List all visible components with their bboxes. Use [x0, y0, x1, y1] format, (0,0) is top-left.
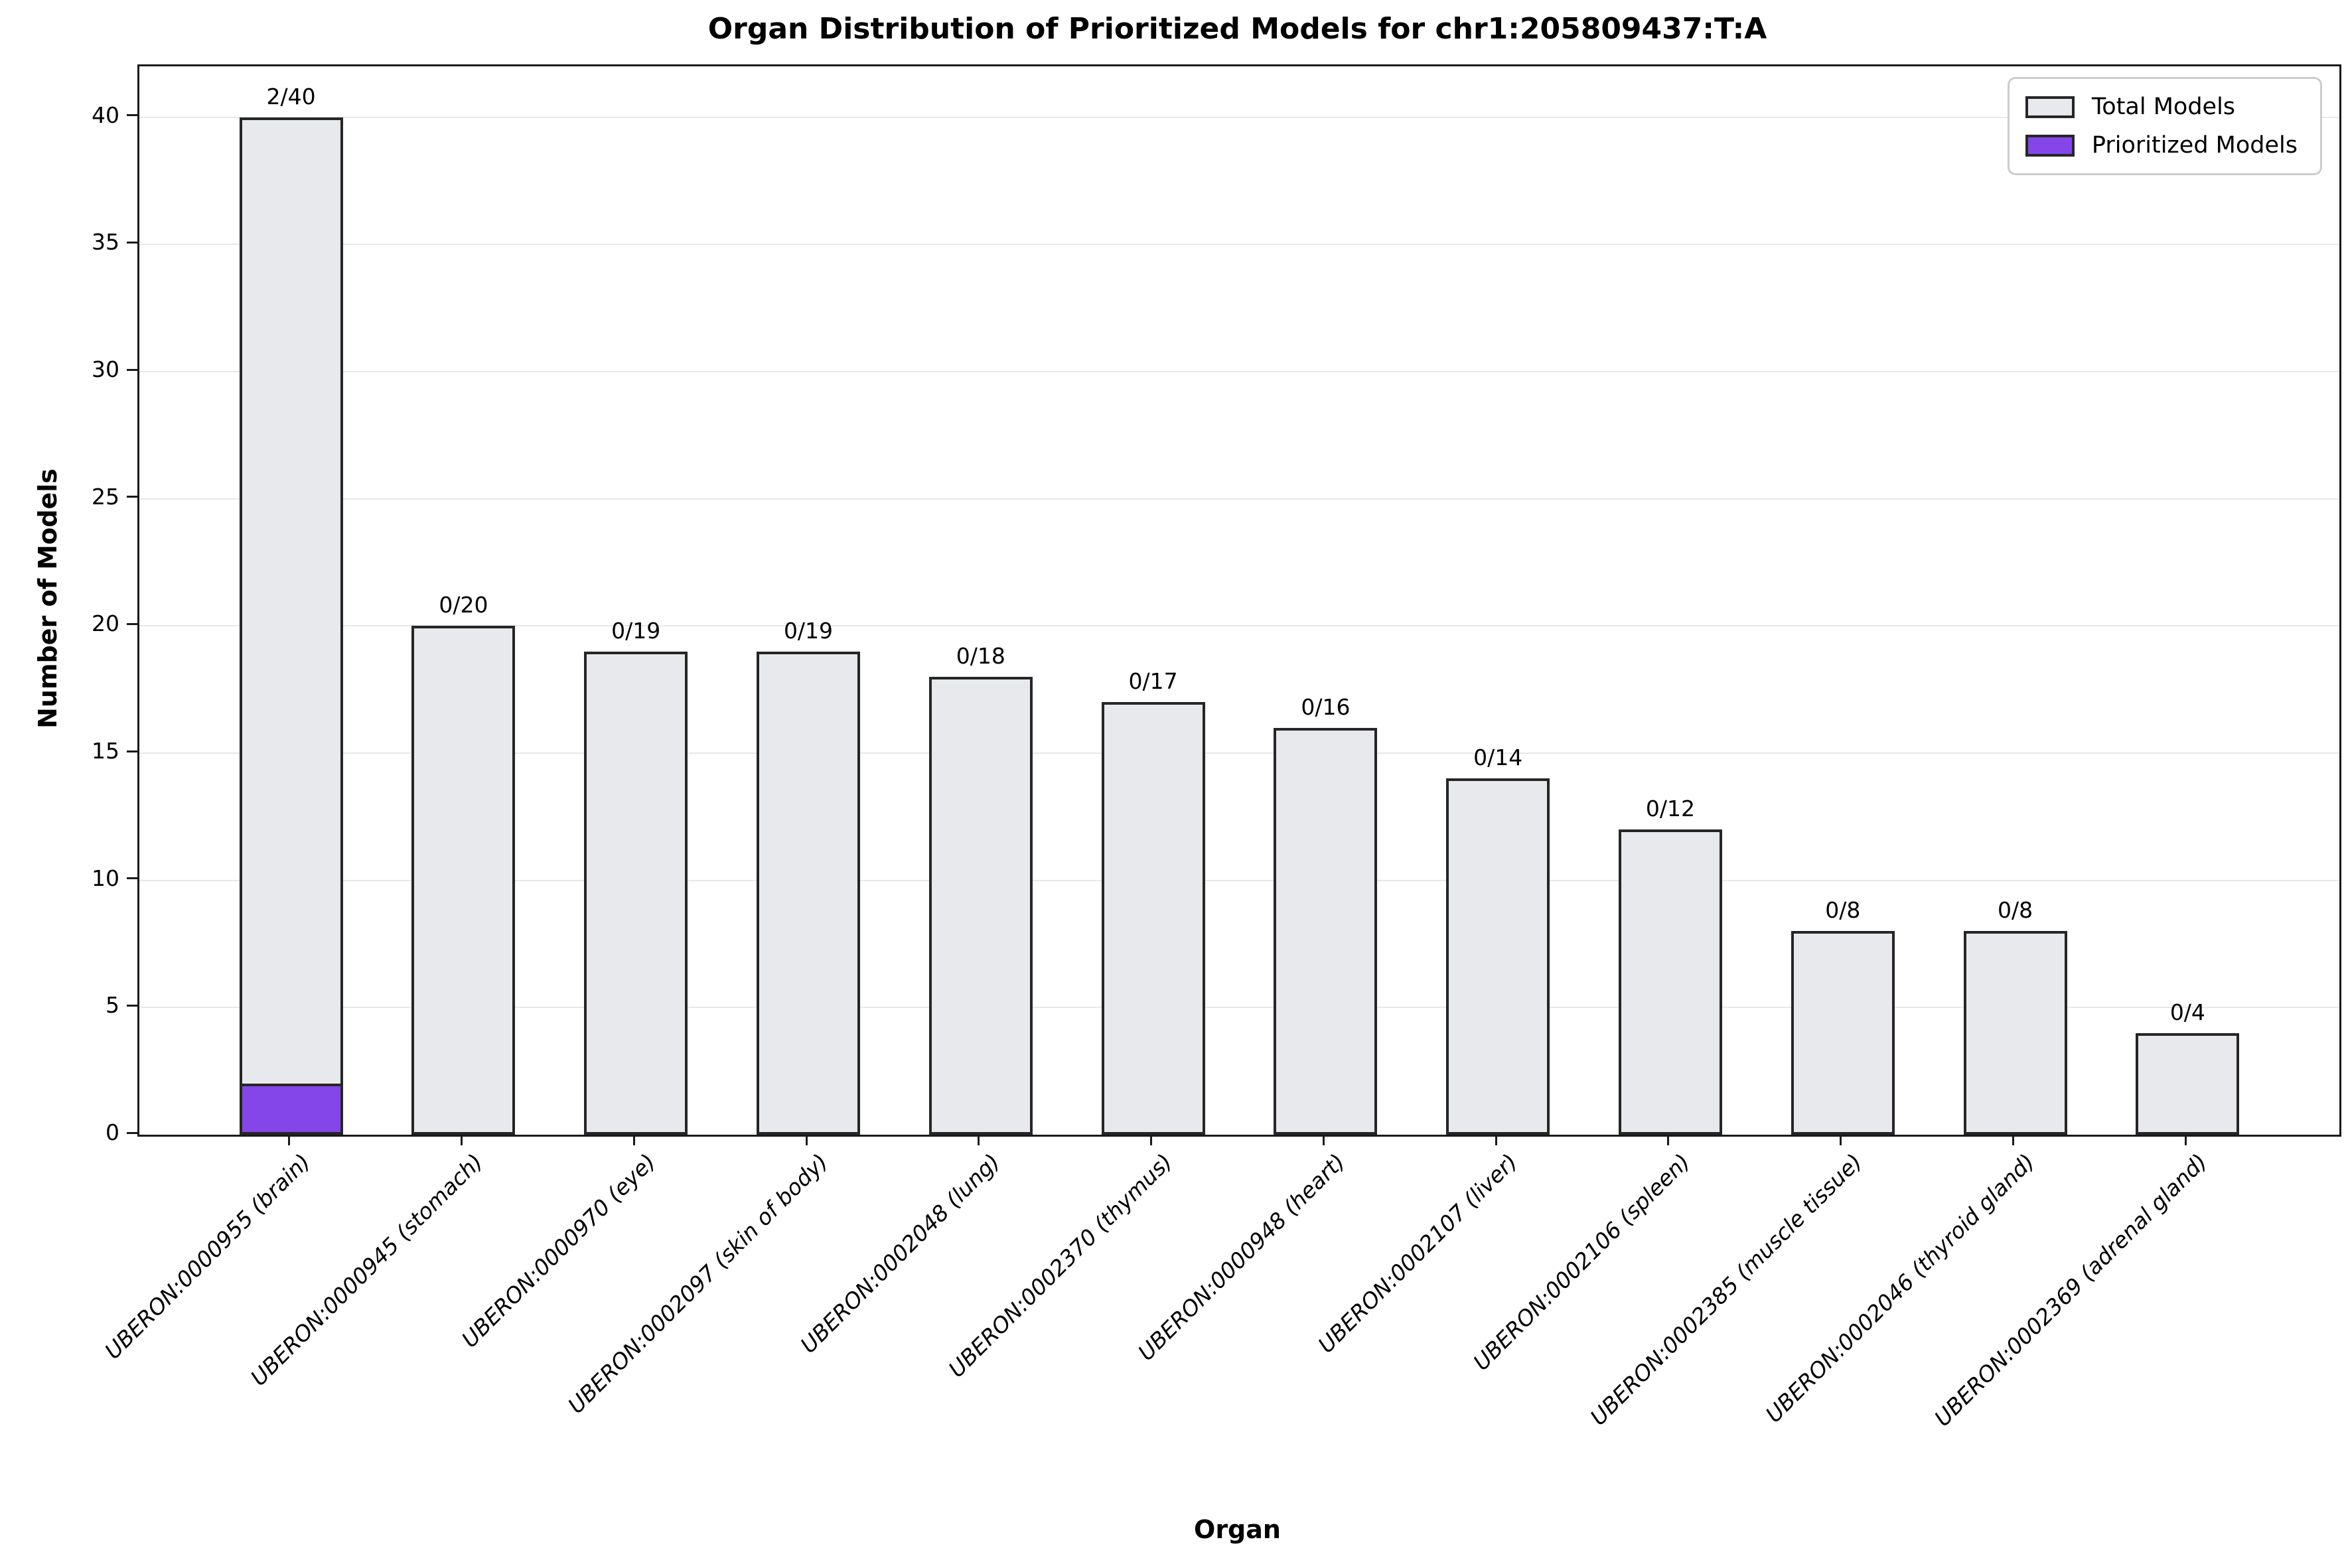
prioritized-models-swatch-icon	[2025, 134, 2075, 157]
x-tick-label: UBERON:0000970 (eye)	[456, 1149, 660, 1353]
y-tick-label: 40	[92, 102, 119, 128]
x-tick	[978, 1135, 980, 1145]
bar-value-label: 0/16	[1301, 693, 1351, 720]
x-tick-label: UBERON:0002048 (lung)	[795, 1149, 1005, 1358]
legend-item-total-models: Total Models	[2025, 94, 2298, 120]
legend-label-prioritized-models: Prioritized Models	[2091, 132, 2298, 159]
x-tick	[1840, 1135, 1842, 1145]
x-tick-label: UBERON:0002107 (liver)	[1313, 1149, 1522, 1358]
bar-value-label: 0/12	[1645, 796, 1696, 821]
x-tick-label: UBERON:0002369 (adrenal gland)	[1929, 1149, 2212, 1432]
gridline-y-25	[139, 498, 2339, 500]
y-tick	[127, 877, 137, 880]
gridline-y-35	[139, 244, 2339, 246]
bar-value-label: 0/19	[783, 617, 834, 644]
legend-item-prioritized-models: Prioritized Models	[2025, 132, 2298, 159]
bar-value-label: 0/20	[439, 592, 488, 618]
x-tick	[805, 1135, 808, 1145]
gridline-y-15	[139, 752, 2339, 754]
bar-total	[1274, 727, 1378, 1135]
x-tick	[632, 1135, 635, 1145]
x-tick-label: UBERON:0002385 (muscle tissue)	[1585, 1149, 1868, 1431]
legend-label-total-models: Total Models	[2091, 94, 2236, 120]
x-tick	[1667, 1135, 1670, 1145]
bar-total	[757, 651, 860, 1135]
bar-value-label: 0/8	[1998, 897, 2033, 924]
y-tick	[127, 1004, 137, 1007]
plot-area: 2/40 0/20 0/19 0/19 0/18 0/17 0/16 0/14 0/12 0/8 0…	[137, 64, 2341, 1137]
x-tick	[1495, 1135, 1497, 1145]
x-tick	[1322, 1135, 1325, 1145]
bar-total	[239, 117, 343, 1135]
bar-value-label: 0/8	[1825, 897, 1861, 924]
y-tick-label: 10	[92, 865, 119, 891]
y-tick-label: 25	[92, 483, 119, 510]
y-tick-label: 0	[106, 1119, 119, 1145]
y-tick-label: 15	[92, 738, 119, 764]
bar-total	[411, 626, 516, 1135]
x-tick	[1150, 1135, 1153, 1145]
total-models-swatch-icon	[2025, 96, 2075, 118]
x-tick	[288, 1135, 291, 1145]
y-tick-label: 35	[92, 229, 119, 255]
gridline-y-10	[139, 879, 2339, 881]
gridline-y-20	[139, 625, 2339, 627]
bar-total	[1791, 931, 1895, 1135]
x-tick-label: UBERON:0002046 (thyroid gland)	[1760, 1149, 2040, 1428]
bar-total	[1619, 829, 1722, 1135]
y-tick	[127, 241, 137, 244]
gridline-y-40	[139, 116, 2339, 118]
y-tick-label: 5	[106, 992, 119, 1019]
y-tick	[127, 368, 137, 371]
bar-total	[2136, 1033, 2240, 1135]
y-tick-label: 20	[92, 610, 119, 637]
bar-value-label: 0/17	[1128, 668, 1178, 695]
x-tick	[2184, 1135, 2187, 1145]
bar-total	[1446, 778, 1550, 1135]
bar-total	[1963, 931, 2067, 1135]
x-tick	[2012, 1135, 2015, 1145]
legend: Total Models Prioritized Models	[2007, 77, 2322, 175]
bar-value-label: 0/14	[1473, 745, 1523, 771]
gridline-y-5	[139, 1007, 2339, 1009]
y-tick-label: 30	[92, 356, 119, 382]
y-tick	[127, 622, 137, 625]
bar-total	[584, 651, 688, 1135]
x-axis-title: Organ	[1194, 1515, 1281, 1544]
y-tick	[127, 496, 137, 498]
x-tick	[460, 1135, 463, 1145]
bar-value-label: 0/19	[611, 617, 661, 644]
y-tick	[127, 750, 137, 752]
x-tick-label: UBERON:0000955 (brain)	[100, 1149, 316, 1364]
bar-value-label: 2/40	[266, 83, 316, 109]
y-tick	[127, 114, 137, 117]
bar-total	[1101, 702, 1205, 1135]
bar-value-label: 0/4	[2169, 999, 2205, 1025]
chart-title: Organ Distribution of Prioritized Models…	[707, 12, 1767, 46]
y-tick	[127, 1131, 137, 1134]
x-tick-label: UBERON:0000948 (heart)	[1132, 1149, 1350, 1366]
bar-total	[928, 677, 1033, 1135]
bar-value-label: 0/18	[956, 643, 1005, 669]
gridline-y-30	[139, 371, 2339, 372]
bar-prioritized	[239, 1084, 343, 1135]
